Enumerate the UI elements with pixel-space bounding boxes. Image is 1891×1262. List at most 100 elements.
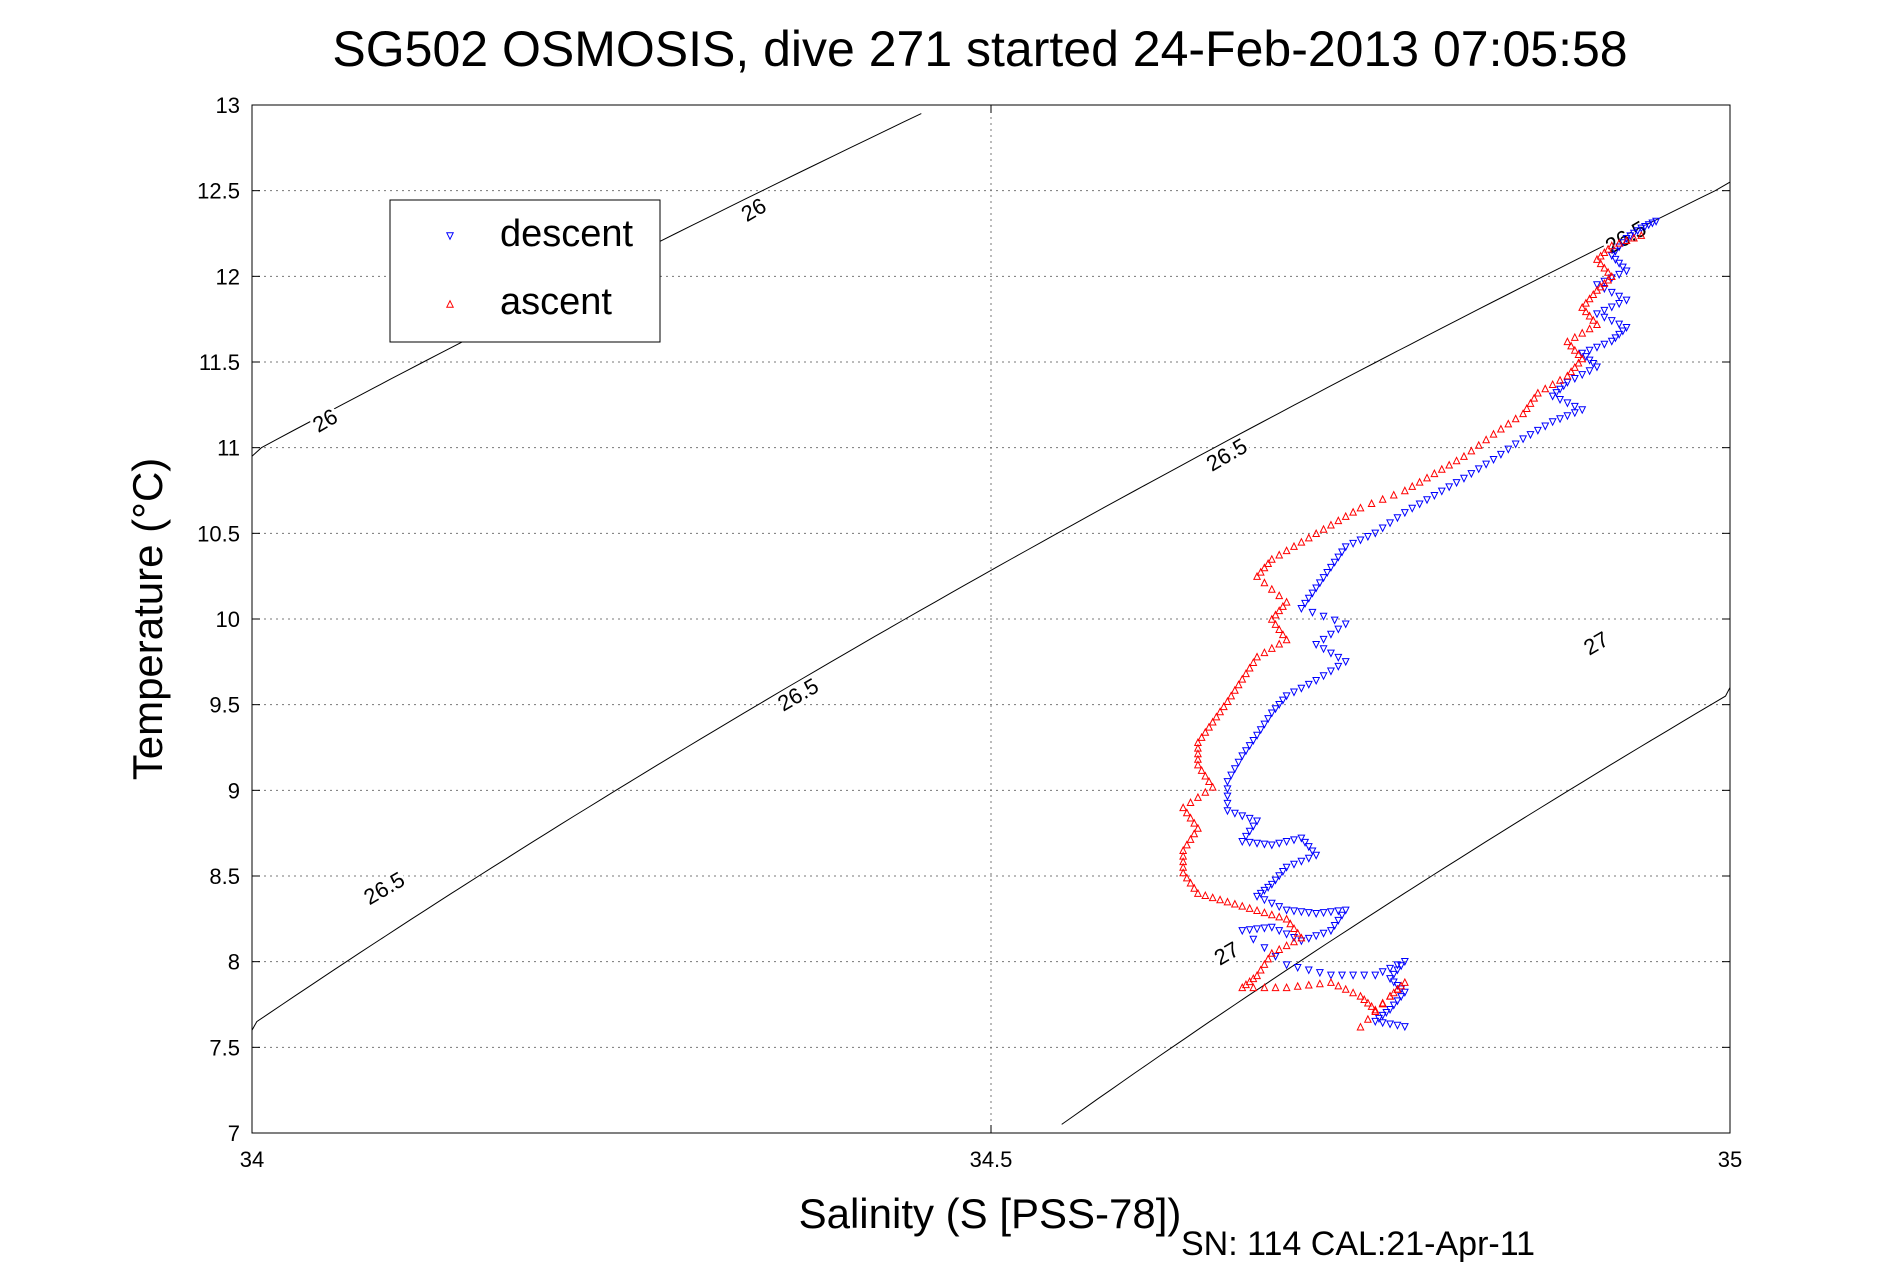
descent-point [1260,924,1269,933]
ascent-point [1201,727,1210,736]
ascent-point [1356,991,1365,1000]
ascent-point [1186,834,1195,843]
descent-point [1349,539,1358,548]
descent-point [1578,371,1587,380]
descent-point [1304,966,1313,975]
descent-point [1592,281,1601,290]
y-axis-label: Temperature (°C) [124,458,171,781]
descent-point [1496,450,1505,459]
descent-point [1622,234,1631,243]
descent-point [1238,927,1247,936]
ascent-point [1253,905,1262,914]
ascent-point [1315,979,1324,988]
descent-point [1312,676,1321,685]
descent-point [1585,367,1594,376]
ascent-point [1241,669,1250,678]
ascent-point [1400,486,1409,495]
ascent-point [1230,685,1239,694]
ascent-point [1260,563,1269,572]
ascent-point [1607,241,1616,250]
y-tick-label: 11.5 [199,350,240,375]
ascent-point [1204,722,1214,731]
descent-point [1615,243,1624,252]
ascent-point [1282,546,1291,555]
descent-point [1315,969,1324,978]
ascent-point [1563,337,1572,346]
ascent-point [1282,635,1291,644]
ascent-point [1585,311,1594,320]
ascent-point [1182,808,1191,817]
descent-point [1312,909,1321,919]
ascent-point [1637,230,1646,239]
ascent-point [1600,263,1609,272]
y-tick-label: 7 [228,1121,240,1146]
ascent-point [1267,948,1276,957]
descent-point [1326,649,1335,658]
ascent-point [1223,897,1232,906]
ascent-point [1574,349,1583,358]
ascent-point [1570,362,1579,371]
descent-point [1241,832,1250,841]
descent-point [1618,263,1627,272]
descent-point [1511,440,1520,449]
ascent-point [1260,578,1269,587]
ascent-point [1604,275,1613,284]
descent-point [1526,431,1535,440]
descent-point [1275,839,1284,848]
descent-point [1607,337,1616,346]
ascent-point [1430,469,1439,478]
descent-point [1386,519,1395,528]
descent-point [1615,300,1624,309]
descent-point [1253,839,1262,848]
descent-point [1267,923,1276,932]
ascent-point [1219,702,1228,711]
ascent-point [1622,236,1631,245]
descent-point [1600,306,1609,315]
footer-serial-cal: SN: 114 CAL:21-Apr-11 [1181,1225,1535,1262]
ascent-point [1326,520,1335,529]
descent-point [1289,907,1298,916]
y-tick-label: 7.5 [209,1035,240,1060]
ascent-point [1282,914,1291,923]
descent-point [1312,932,1321,941]
descent-point [1297,834,1306,843]
ascent-point [1600,278,1609,287]
ascent-point [1504,419,1513,428]
ascent-point [1341,984,1350,993]
ascent-point [1604,267,1613,276]
ascent-point [1223,696,1232,705]
descent-point [1301,838,1310,847]
ascent-point [1256,965,1265,974]
ascent-point [1363,998,1372,1007]
ascent-point [1201,771,1210,780]
ascent-point [1238,983,1247,992]
ascent-point [1275,624,1284,633]
ascent-point [1297,933,1306,942]
ascent-point [1349,507,1358,516]
ascent-point [1275,944,1284,953]
ascent-point [1578,354,1587,363]
descent-point [1607,288,1616,297]
descent-point [1289,688,1298,697]
descent-point [1304,909,1313,918]
ascent-point [1563,371,1572,380]
descent-point [1637,224,1646,233]
ascent-point [1238,901,1247,910]
ascent-point [1275,606,1284,615]
y-tick-label: 8 [228,950,240,975]
ascent-point [1179,868,1188,877]
series-ascent [1179,230,1646,1031]
descent-point [1297,908,1306,917]
descent-point [1275,872,1284,881]
descent-point [1238,752,1247,761]
legend-label-ascent: ascent [500,281,612,323]
ascent-point [1459,451,1468,460]
descent-point [1341,658,1350,667]
descent-point [1400,1023,1409,1032]
x-tick-label: 35 [1718,1147,1742,1172]
descent-point [1626,232,1635,241]
ascent-point [1267,643,1276,652]
ascent-point [1193,823,1202,832]
descent-point [1504,445,1513,454]
y-tick-label: 10.5 [197,521,240,546]
